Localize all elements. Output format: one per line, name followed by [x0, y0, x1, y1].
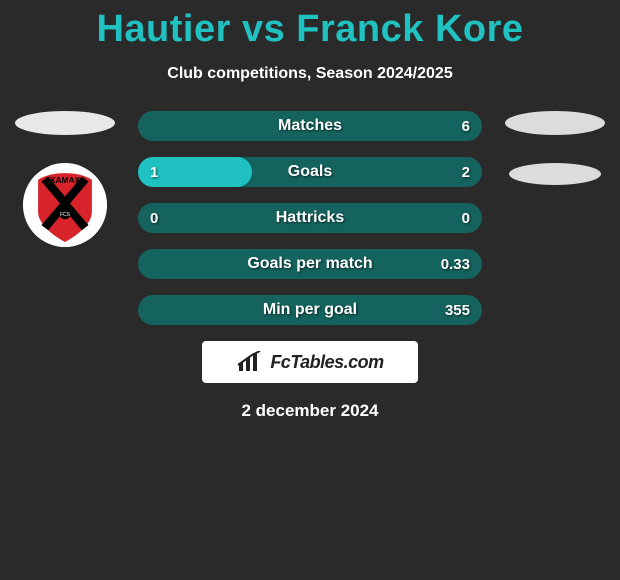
stat-label: Hattricks	[138, 203, 482, 233]
subtitle: Club competitions, Season 2024/2025	[0, 65, 620, 83]
stat-right-value: 0	[462, 203, 470, 233]
date-text: 2 december 2024	[0, 401, 620, 421]
stat-row-matches: Matches 6	[138, 111, 482, 141]
player-photo-placeholder-right-1	[505, 111, 605, 135]
stat-right-value: 0.33	[441, 249, 470, 279]
stat-label: Min per goal	[138, 295, 482, 325]
comparison-panel: XAMAX FCS Matches 6 1 Goals 2 0 Hattrick…	[0, 111, 620, 421]
player-photo-placeholder-right-2	[509, 163, 601, 185]
stat-label: Goals	[138, 157, 482, 187]
stat-row-goals-per-match: Goals per match 0.33	[138, 249, 482, 279]
stat-label: Goals per match	[138, 249, 482, 279]
stat-right-value: 355	[445, 295, 470, 325]
right-column	[500, 111, 610, 213]
svg-text:FCS: FCS	[60, 212, 71, 218]
chart-icon	[236, 351, 264, 373]
stat-row-hattricks: 0 Hattricks 0	[138, 203, 482, 233]
stat-label: Matches	[138, 111, 482, 141]
player-photo-placeholder-left	[15, 111, 115, 135]
page-title: Hautier vs Franck Kore	[0, 0, 620, 51]
stat-row-goals: 1 Goals 2	[138, 157, 482, 187]
branding-text: FcTables.com	[270, 352, 383, 373]
stat-rows: Matches 6 1 Goals 2 0 Hattricks 0 Goals …	[138, 111, 482, 325]
stat-row-min-per-goal: Min per goal 355	[138, 295, 482, 325]
club-badge-left: XAMAX FCS	[23, 163, 107, 247]
stat-right-value: 6	[462, 111, 470, 141]
stat-right-value: 2	[462, 157, 470, 187]
branding-badge: FcTables.com	[202, 341, 418, 383]
svg-text:XAMAX: XAMAX	[50, 175, 81, 185]
left-column: XAMAX FCS	[10, 111, 120, 247]
